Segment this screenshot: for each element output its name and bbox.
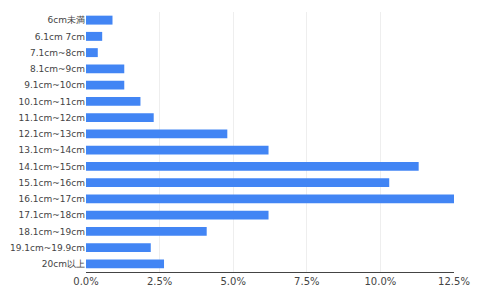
svg-text:15.1cm~16cm: 15.1cm~16cm — [19, 178, 85, 188]
svg-text:12.5%: 12.5% — [438, 276, 470, 287]
svg-text:18.1cm~19cm: 18.1cm~19cm — [19, 227, 85, 237]
svg-text:13.1cm~14cm: 13.1cm~14cm — [19, 145, 85, 155]
svg-text:10.1cm~11cm: 10.1cm~11cm — [19, 97, 85, 107]
svg-text:11.1cm~12cm: 11.1cm~12cm — [19, 113, 85, 123]
svg-text:14.1cm~15cm: 14.1cm~15cm — [19, 162, 85, 172]
svg-text:10.0%: 10.0% — [365, 276, 397, 287]
svg-text:16.1cm~17cm: 16.1cm~17cm — [19, 194, 85, 204]
svg-text:2.5%: 2.5% — [147, 276, 172, 287]
svg-text:6cm未満: 6cm未満 — [48, 15, 85, 25]
svg-text:8.1cm~9cm: 8.1cm~9cm — [30, 64, 85, 74]
svg-text:12.1cm~13cm: 12.1cm~13cm — [19, 129, 85, 139]
svg-text:20cm以上: 20cm以上 — [42, 259, 85, 269]
svg-text:9.1cm~10cm: 9.1cm~10cm — [24, 80, 85, 90]
svg-text:17.1cm~18cm: 17.1cm~18cm — [19, 210, 85, 220]
svg-text:7.5%: 7.5% — [294, 276, 319, 287]
svg-text:0.0%: 0.0% — [73, 276, 98, 287]
svg-text:6.1cm 7cm: 6.1cm 7cm — [35, 32, 85, 42]
svg-text:5.0%: 5.0% — [220, 276, 245, 287]
svg-text:19.1cm~19.9cm: 19.1cm~19.9cm — [10, 243, 85, 253]
svg-text:7.1cm~8cm: 7.1cm~8cm — [30, 48, 85, 58]
